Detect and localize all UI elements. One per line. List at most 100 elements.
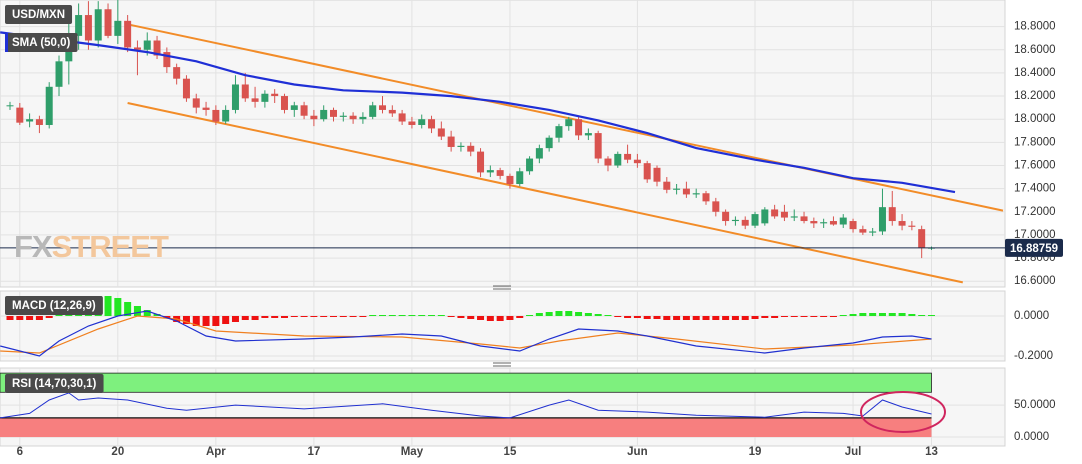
y-tick-label: 17.8000: [1014, 136, 1056, 148]
macd-histogram-bar: [398, 315, 406, 316]
macd-histogram-bar: [280, 316, 288, 318]
y-tick-label: 0.0000: [1014, 431, 1049, 443]
candle-body: [192, 98, 200, 108]
candle-body: [535, 148, 543, 159]
macd-histogram-bar: [820, 316, 828, 317]
candle-body: [839, 217, 847, 225]
plot-layers: 16.600016.800017.000017.200017.400017.60…: [0, 0, 1063, 458]
macd-histogram-bar: [771, 316, 779, 318]
candle-body: [290, 105, 298, 110]
candle-body: [133, 47, 141, 50]
macd-label-box: [5, 296, 103, 315]
x-tick-label: Jul: [845, 446, 862, 458]
candle-body: [241, 84, 249, 99]
macd-histogram-bar: [604, 315, 612, 316]
macd-histogram-bar: [908, 314, 916, 316]
macd-histogram-bar: [653, 316, 661, 319]
macd-histogram-bar: [702, 316, 710, 320]
macd-histogram-bar: [6, 316, 14, 320]
candle-body: [329, 109, 337, 117]
candle-body: [477, 151, 485, 173]
candle-body: [575, 119, 583, 136]
candle-body: [339, 115, 347, 117]
macd-histogram-bar: [388, 315, 396, 316]
trend-line: [127, 102, 964, 284]
candle-body: [173, 67, 181, 79]
candle-body: [251, 98, 259, 102]
rsi-label: RSI (14,70,30,1): [12, 378, 97, 390]
macd-histogram-bar: [810, 316, 818, 317]
candle-body: [820, 222, 828, 224]
macd-histogram-bar: [829, 316, 837, 317]
candle-body: [565, 119, 573, 127]
macd-histogram-bar: [565, 311, 573, 316]
macd-histogram-bar: [418, 315, 426, 316]
candle-body: [869, 231, 877, 233]
macd-histogram-bar: [516, 316, 524, 318]
macd-histogram-bar: [918, 315, 926, 316]
y-tick-label: 18.2000: [1014, 90, 1056, 102]
macd-histogram-bar: [898, 313, 906, 316]
candle-body: [418, 119, 426, 125]
macd-histogram-bar: [692, 316, 700, 320]
macd-histogram-bar: [143, 310, 151, 316]
candle-body: [653, 167, 661, 182]
macd-histogram-bar: [467, 316, 475, 319]
macd-histogram-bar: [790, 316, 798, 317]
candle-body: [6, 105, 14, 107]
candle-body: [604, 158, 612, 166]
candle-body: [163, 52, 171, 68]
macd-histogram-bar: [329, 316, 337, 317]
candle-body: [261, 93, 269, 102]
candle-body: [153, 40, 161, 56]
macd-histogram-bar: [104, 296, 112, 316]
x-tick-label: 15: [504, 446, 517, 458]
candle-body: [300, 105, 308, 116]
x-tick-label: May: [401, 446, 424, 458]
y-tick-label: 17.6000: [1014, 160, 1056, 172]
x-tick-label: 6: [17, 446, 23, 458]
macd-histogram-bar: [16, 316, 24, 320]
macd-histogram-bar: [624, 316, 632, 318]
candle-body: [780, 211, 788, 218]
macd-histogram-bar: [839, 315, 847, 316]
macd-histogram-bar: [643, 316, 651, 319]
candle-body: [712, 201, 720, 212]
macd-histogram-bar: [800, 316, 808, 317]
macd-histogram-bar: [888, 313, 896, 316]
y-tick-label: 50.0000: [1014, 399, 1056, 411]
macd-histogram-bar: [780, 316, 788, 317]
candle-body: [114, 20, 122, 36]
macd-histogram-bar: [633, 316, 641, 318]
macd-histogram-bar: [261, 316, 269, 318]
candle-body: [614, 153, 622, 166]
candle-body: [918, 229, 926, 248]
candle-body: [231, 84, 239, 110]
sma-label-box: [5, 33, 78, 52]
macd-histogram-bar: [741, 316, 749, 320]
macd-histogram-bar: [712, 316, 720, 320]
candle-body: [888, 207, 896, 222]
candle-body: [633, 159, 641, 164]
macd-histogram-bar: [35, 316, 43, 320]
rsi-line: [0, 392, 932, 419]
macd-histogram-bar: [133, 306, 141, 316]
macd-line: [0, 310, 932, 357]
candle-body: [202, 107, 210, 110]
candle-body: [555, 126, 563, 138]
candle-body: [829, 221, 837, 225]
candle-body: [124, 20, 132, 48]
candle-body: [584, 133, 592, 136]
macd-histogram-bar: [153, 314, 161, 316]
candle-body: [182, 78, 190, 99]
sma-label: SMA (50,0): [12, 37, 71, 49]
annotation-circle: [860, 391, 946, 433]
candle-body: [682, 188, 690, 195]
macd-histogram-bar: [555, 311, 563, 316]
macd-histogram-bar: [878, 313, 886, 316]
macd-histogram-bar: [927, 315, 935, 316]
candle-body: [408, 121, 416, 125]
macd-histogram-bar: [859, 313, 867, 316]
x-tick-label: 17: [307, 446, 320, 458]
